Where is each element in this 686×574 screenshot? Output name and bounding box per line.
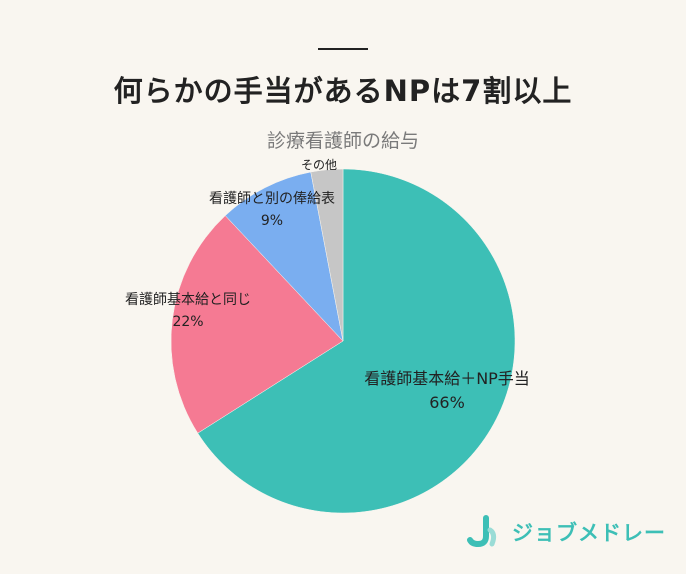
- pie-labels: 看護師基本給＋NP手当 66% 看護師基本給と同じ 22% 看護師と別の俸給表 9% その他: [125, 158, 530, 412]
- pie-slice-4: [310, 168, 344, 342]
- pie-slices: [170, 168, 516, 514]
- pie-slice-2: [170, 215, 344, 434]
- slice-label-4: その他: [301, 158, 337, 172]
- brand-mark-icon: [467, 515, 497, 548]
- brand-name: ジョブメドレー: [512, 521, 666, 545]
- slice-value-2: 22%: [172, 314, 203, 330]
- pie-slice-3: [224, 171, 344, 342]
- pie-slice-1: [197, 168, 516, 514]
- slice-label-1: 看護師基本給＋NP手当: [364, 369, 530, 388]
- slice-value-1: 66%: [429, 393, 465, 412]
- slice-value-3: 9%: [261, 213, 283, 229]
- page-title: 何らかの手当があるNPは7割以上: [113, 74, 573, 108]
- slice-label-3: 看護師と別の俸給表: [209, 191, 335, 207]
- chart-title: 診療看護師の給与: [266, 130, 419, 152]
- brand-logo: ジョブメドレー: [466, 514, 666, 550]
- title-rule: [318, 48, 368, 50]
- slice-label-2: 看護師基本給と同じ: [125, 291, 251, 308]
